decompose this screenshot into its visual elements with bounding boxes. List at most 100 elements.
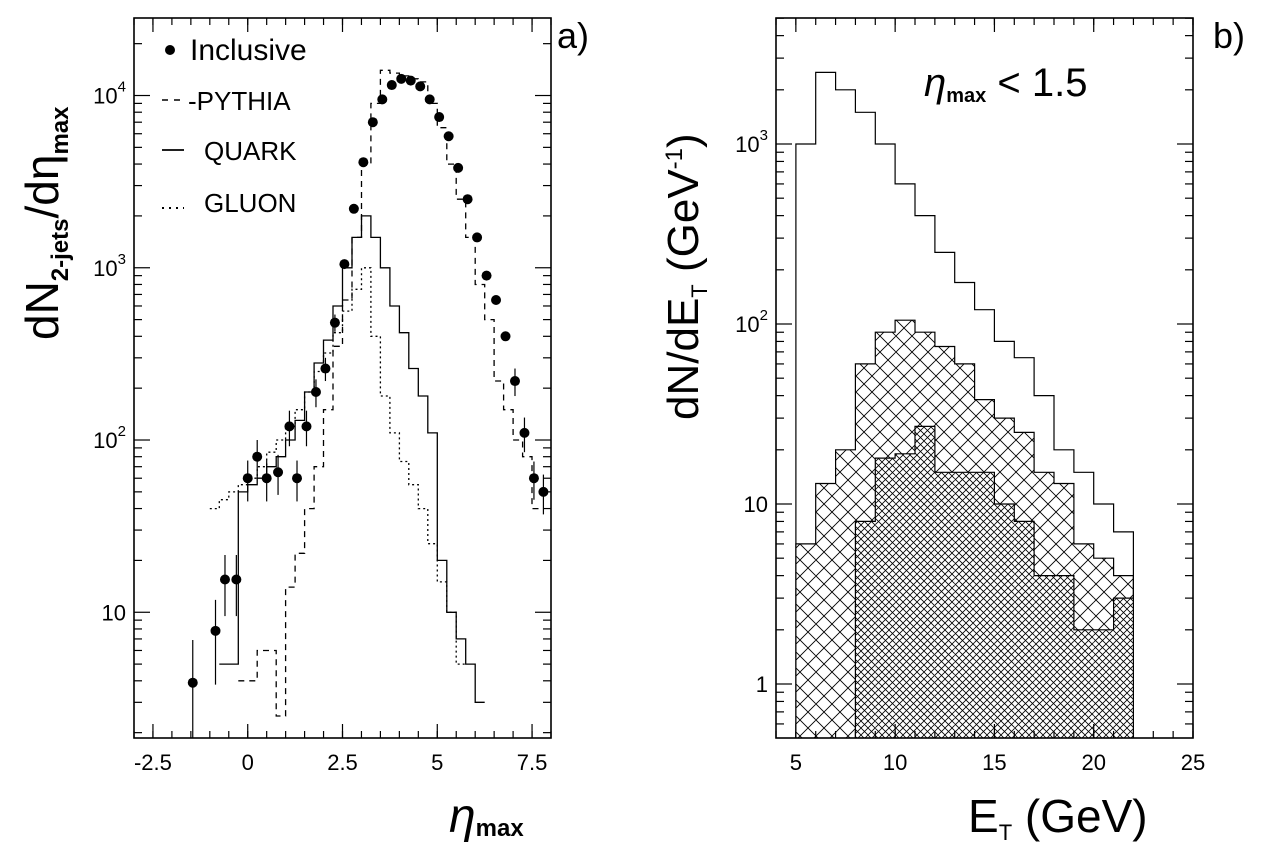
panel-b-xlabel-main: E	[968, 790, 999, 842]
data-point	[443, 131, 454, 142]
bar	[835, 449, 856, 738]
panel-b-annotation-sub: max	[946, 85, 986, 107]
y-tick-label: 10	[744, 492, 768, 517]
data-point	[434, 112, 445, 123]
panel-a-ylabel-sub2: max	[47, 106, 74, 155]
legend-label: -PYTHIA	[188, 86, 291, 116]
bar	[1034, 575, 1054, 738]
series-cross-hatched	[854, 425, 1134, 738]
panel-a-label: a)	[557, 15, 589, 56]
bar	[1054, 575, 1074, 738]
y-tick-label: 103	[93, 251, 126, 281]
bar	[1073, 629, 1094, 738]
series-line-dashed	[238, 69, 542, 717]
bar	[915, 426, 935, 738]
panel-b-label: b)	[1213, 15, 1245, 56]
panel-a-ylabel-sub1: 2-jets	[47, 218, 74, 281]
data-point	[472, 232, 483, 243]
legend-label: GLUON	[204, 188, 296, 218]
panel-a-series	[187, 69, 549, 738]
data-point	[509, 376, 520, 387]
series-open	[795, 71, 1134, 738]
data-point	[481, 270, 492, 281]
x-tick-label: 25	[1181, 750, 1205, 775]
bar	[954, 472, 975, 738]
data-point	[329, 317, 340, 328]
panel-a-ticks: -2.5 0 2.5 5 7.5 10 102 103 104	[93, 18, 552, 775]
y-tick-label: 104	[93, 79, 126, 109]
legend-label: Inclusive	[190, 34, 307, 67]
bar	[855, 521, 876, 738]
panel-b-xlabel-rest: (GeV)	[1012, 790, 1147, 842]
bar	[1113, 598, 1134, 738]
data-point	[367, 117, 378, 128]
data-point	[500, 331, 511, 342]
x-tick-label: 5	[790, 750, 802, 775]
panel-b-annotation: ηmax < 1.5	[924, 61, 1087, 107]
bar	[815, 483, 836, 738]
bar	[934, 472, 955, 738]
series-line-dotted	[209, 267, 466, 665]
panel-a-ylabel: dN2-jets/dηmax	[16, 106, 74, 340]
data-point	[231, 574, 242, 585]
panel-b-ylabel-main: dN/dE	[659, 298, 708, 420]
data-point	[405, 75, 416, 86]
y-tick-label: 1	[756, 672, 768, 697]
data-point	[187, 677, 198, 688]
data-point	[358, 157, 369, 168]
data-point	[320, 363, 331, 374]
y-tick-label: 10	[102, 600, 126, 625]
data-point	[252, 451, 263, 462]
x-tick-label: 10	[883, 750, 907, 775]
panel-b-annotation-main: η	[924, 61, 946, 105]
data-point	[339, 259, 350, 270]
panel-a-xlabel: ηmax	[449, 790, 524, 843]
histogram-outline	[795, 71, 1134, 738]
data-point	[415, 81, 426, 92]
panel-b-ticks: 5 10 15 20 25 1 10 102 103	[735, 17, 1205, 775]
panel-b-xlabel-sub: T	[999, 820, 1012, 844]
panel-a-frame	[133, 17, 552, 739]
x-tick-label: 0	[242, 750, 254, 775]
bar	[1014, 521, 1035, 738]
data-point	[210, 625, 221, 636]
data-point	[453, 162, 464, 173]
panel-a-xlabel-main: η	[449, 790, 476, 843]
panel-b-ylabel: dN/dET (GeV-1)	[659, 133, 712, 420]
histogram-outline	[795, 319, 1134, 738]
data-point	[491, 294, 502, 305]
x-tick-label: 20	[1081, 750, 1105, 775]
data-point	[462, 194, 473, 205]
data-point	[292, 473, 303, 484]
panel-b-annotation-rest: < 1.5	[986, 61, 1087, 105]
data-point	[386, 80, 397, 91]
data-point	[528, 473, 539, 484]
y-tick-label: 102	[735, 307, 768, 337]
panel-a-xlabel-sub: max	[476, 815, 525, 842]
panel-b-ylabel-close: )	[659, 133, 708, 148]
bar	[795, 543, 816, 738]
bar	[994, 504, 1015, 738]
data-point	[348, 203, 359, 214]
data-point	[219, 574, 230, 585]
legend-marker-dot	[165, 45, 175, 55]
data-point	[273, 467, 284, 478]
data-point	[538, 486, 549, 497]
x-tick-label: 15	[982, 750, 1006, 775]
x-tick-label: -2.5	[134, 750, 172, 775]
bar	[875, 458, 896, 738]
panel-a-legend: Inclusive -PYTHIA QUARK GLUON	[162, 34, 307, 218]
panel-b-ylabel-exp: -1	[661, 148, 688, 169]
bar	[974, 472, 995, 738]
panel-b-ylabel-rest: (GeV	[659, 169, 708, 285]
histogram-outline	[854, 425, 1134, 738]
data-point	[519, 427, 530, 438]
bar	[1093, 629, 1114, 738]
panel-a-ylabel-mid: /dη	[16, 155, 68, 219]
x-tick-label: 2.5	[327, 750, 358, 775]
panel-b-series	[795, 71, 1134, 738]
y-tick-label: 103	[735, 127, 768, 157]
panel-b: 5 10 15 20 25 1 10 102 103 b) ηmax < 1.5 ET (GeV…	[659, 15, 1245, 844]
panel-a-ylabel-main: dN	[16, 281, 68, 340]
